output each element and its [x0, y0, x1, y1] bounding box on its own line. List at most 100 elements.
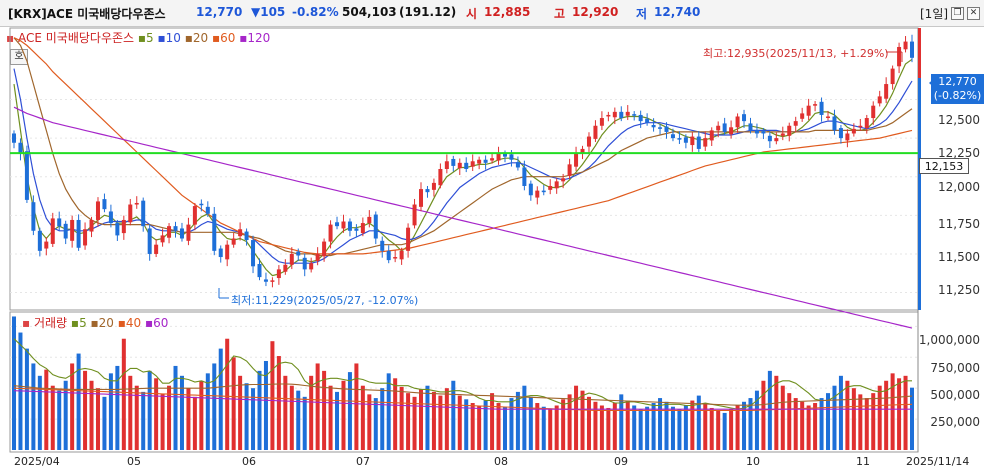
- candle-body: [212, 213, 217, 251]
- candle-body: [186, 224, 191, 241]
- candle-body: [754, 130, 759, 134]
- x-tick: 07: [356, 455, 370, 468]
- high-price: 12,920: [572, 5, 619, 19]
- price-legend-name: ACE 미국배당다우존스: [17, 31, 135, 45]
- volume-bar: [83, 370, 88, 450]
- volume-bar: [464, 399, 469, 450]
- candle-body: [690, 136, 695, 146]
- volume-bar: [502, 406, 507, 450]
- volume-bar: [890, 373, 895, 450]
- candle-body: [147, 228, 152, 254]
- volume-bar: [722, 412, 727, 450]
- period-button[interactable]: [1일]: [920, 7, 949, 21]
- vol-ma60-label: 60: [153, 316, 169, 330]
- volume-bar: [780, 385, 785, 450]
- current-price-tag-pct: (-0.82%): [933, 89, 982, 102]
- candle-body: [115, 223, 120, 236]
- candle-body: [457, 162, 462, 169]
- x-tick: 05: [127, 455, 141, 468]
- volume-bar: [451, 380, 456, 450]
- restore-window-button[interactable]: ❐: [951, 7, 964, 20]
- volume-bar: [289, 385, 294, 450]
- volume-bar: [251, 388, 256, 450]
- volume-bar: [57, 390, 62, 450]
- current-price-tag-value: 12,770: [938, 75, 977, 88]
- volume-bar: [832, 385, 837, 450]
- volume-y-tick: 1,000,000: [918, 333, 980, 347]
- volume-bar: [774, 375, 779, 450]
- candle-body: [845, 133, 850, 141]
- candle-body: [548, 185, 553, 190]
- current-price: 12,770: [196, 5, 243, 19]
- volume-bar: [625, 400, 630, 450]
- volume-bar: [419, 389, 424, 450]
- candle-body: [890, 68, 895, 85]
- candle-body: [909, 41, 915, 58]
- volume-bar: [322, 370, 327, 450]
- volume-bar: [729, 409, 734, 450]
- candle-body: [205, 206, 210, 214]
- volume-legend: ▪ 거래량 ▪5 ▪20 ▪40 ▪60: [22, 316, 169, 330]
- candle-body: [83, 229, 88, 246]
- candle-body: [806, 105, 811, 116]
- volume-bar: [716, 410, 721, 450]
- open-label: 시: [466, 7, 478, 21]
- candle-body: [709, 130, 714, 141]
- candle-body: [238, 229, 243, 237]
- volume-bar: [154, 378, 159, 450]
- candle-body: [425, 189, 430, 193]
- candle-body: [612, 111, 617, 118]
- candle-body: [599, 118, 604, 126]
- candle-body: [328, 224, 333, 242]
- candle-body: [483, 159, 488, 163]
- candle-body: [108, 211, 113, 224]
- candle-body: [670, 134, 675, 139]
- x-tick: 2025/11/14: [906, 455, 970, 468]
- price-y-tick: 12,250: [938, 146, 980, 160]
- candle-body: [897, 46, 902, 67]
- candle-body: [173, 226, 178, 231]
- candle-body: [574, 153, 579, 167]
- candle-body: [838, 128, 843, 139]
- volume-bar: [709, 407, 714, 450]
- volume-bar: [561, 399, 566, 450]
- candle-body: [276, 269, 281, 279]
- candle-body: [793, 121, 798, 126]
- volume-bar: [599, 405, 604, 450]
- candle-body: [502, 153, 507, 157]
- volume-bar: [315, 363, 320, 450]
- close-window-button[interactable]: ✕: [967, 7, 980, 20]
- price-change: ▼105: [251, 5, 286, 19]
- volume-ma20-line: [13, 383, 913, 406]
- candle-body: [289, 253, 294, 265]
- volume-bar: [302, 396, 307, 450]
- volume-bar: [406, 393, 411, 450]
- volume-bar: [470, 403, 475, 450]
- x-tick: 10: [746, 455, 760, 468]
- volume-bar: [457, 395, 462, 450]
- volume-bar: [877, 385, 882, 450]
- volume-bar: [819, 398, 824, 450]
- price-y-tick: 11,750: [938, 217, 980, 231]
- candle-body: [18, 142, 23, 154]
- volume-bar: [244, 383, 249, 450]
- volume-bar: [283, 375, 288, 450]
- ticker-name: [KRX]ACE 미국배당다우존스: [8, 7, 166, 21]
- volume-bar: [541, 406, 546, 450]
- volume-bar: [128, 375, 133, 450]
- candle-body: [884, 84, 889, 99]
- restore-icon: ❐: [953, 8, 962, 18]
- candle-body: [431, 182, 436, 190]
- candle-body: [380, 240, 385, 251]
- candle-body: [464, 162, 469, 169]
- volume-bar: [115, 365, 120, 450]
- volume-y-tick: 750,000: [930, 361, 980, 375]
- price-plot-frame: [9, 27, 919, 311]
- candle-body: [625, 111, 630, 116]
- candle-body: [787, 125, 792, 136]
- ma120-label: 120: [247, 31, 271, 45]
- price-y-tick: 12,500: [938, 113, 980, 127]
- candle-body: [567, 164, 572, 176]
- candle-body: [154, 244, 159, 254]
